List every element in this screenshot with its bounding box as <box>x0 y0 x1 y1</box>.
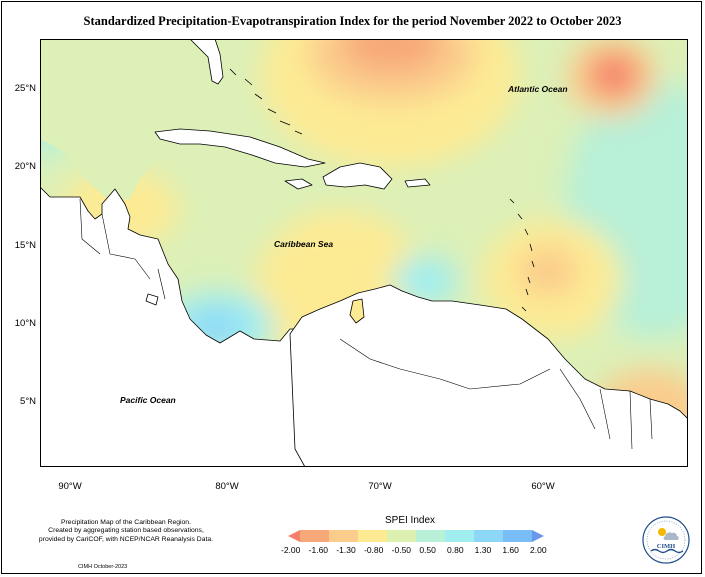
legend-title: SPEI Index <box>384 515 436 526</box>
label-caribbean-sea: Caribbean Sea <box>274 239 333 249</box>
lon-label-80w: 80°W <box>215 481 239 492</box>
lat-label-5n: 5°N <box>20 396 36 407</box>
spei-map: Atlantic Ocean Caribbean Sea Pacific Oce… <box>40 39 688 467</box>
legend-swatch <box>416 530 446 542</box>
label-atlantic-ocean: Atlantic Ocean <box>507 84 568 94</box>
legend-label: -0.50 <box>391 545 412 555</box>
legend-swatch <box>358 530 388 542</box>
land-hispaniola <box>322 162 393 190</box>
spei-field <box>40 39 688 449</box>
map-border <box>40 39 688 467</box>
legend-swatch <box>503 530 533 542</box>
land-central-america <box>40 186 306 467</box>
legend-label: -1.30 <box>336 545 356 555</box>
lat-label-25n: 25°N <box>14 83 36 94</box>
legend-label: -1.60 <box>308 545 329 555</box>
legend-swatch <box>288 530 300 542</box>
logo-text: CIMH <box>657 543 675 550</box>
label-pacific-ocean: Pacific Ocean <box>120 395 176 405</box>
legend-swatch <box>329 530 359 542</box>
land-cuba <box>154 128 326 168</box>
cloud-icon <box>663 532 679 540</box>
land-south-america <box>289 284 688 467</box>
legend-swatch <box>532 530 544 542</box>
legend-swatch <box>387 530 417 542</box>
legend-label: 1.30 <box>474 545 492 555</box>
land-lake-maracaibo <box>349 298 365 324</box>
legend-label: -0.80 <box>364 545 384 555</box>
lon-label-60w: 60°W <box>531 481 555 492</box>
legend-label: 0.50 <box>419 545 436 555</box>
dry-peak-north <box>342 39 442 72</box>
land-florida <box>189 39 224 85</box>
lat-label-15n: 15°N <box>14 240 36 251</box>
map-title: Standardized Precipitation-Evapotranspir… <box>83 14 622 28</box>
sun-icon <box>658 528 666 536</box>
legend-labels: -2.00 -1.60 -1.30 -0.80 -0.50 0.50 0.80 1.30 1.6… <box>281 545 547 557</box>
legend-label: 2.00 <box>530 545 547 555</box>
lon-label-70w: 70°W <box>368 481 392 492</box>
dry-core-ne <box>589 53 639 97</box>
land-lake-nicaragua <box>145 293 159 306</box>
legend-swatch <box>474 530 504 542</box>
land-masses <box>40 39 688 467</box>
lat-label-10n: 10°N <box>14 318 36 329</box>
legend-swatch <box>300 530 330 542</box>
land-bahamas <box>229 68 303 135</box>
credits-stamp: CIMH October-2023 <box>78 564 128 570</box>
credits-line-1: Precipitation Map of the Caribbean Regio… <box>61 519 191 526</box>
legend-label: 1.60 <box>502 545 519 555</box>
legend-label: -2.00 <box>281 545 301 555</box>
wave-icon <box>650 548 684 554</box>
credits-line-3: provided by CariCOF, with NCEP/NCAR Rean… <box>38 535 214 543</box>
dry-core-lesser-antilles <box>518 246 578 296</box>
land-central-america-borders <box>79 198 166 300</box>
land-lesser-antilles <box>509 198 535 312</box>
lat-label-20n: 20°N <box>14 161 36 172</box>
lon-label-90w: 90°W <box>58 481 82 492</box>
legend-label: 0.80 <box>447 545 464 555</box>
land-north-america <box>40 39 210 201</box>
credits-text: Precipitation Map of the Caribbean Regio… <box>26 519 226 544</box>
land-jamaica <box>284 178 313 190</box>
cimh-logo: CIMH <box>642 516 690 564</box>
land-south-america-borders <box>339 338 653 450</box>
credits-line-2: Created by aggregating station based obs… <box>48 527 204 535</box>
legend-swatch <box>445 530 475 542</box>
legend-color-bar <box>288 530 544 542</box>
land-puerto-rico <box>404 178 431 188</box>
